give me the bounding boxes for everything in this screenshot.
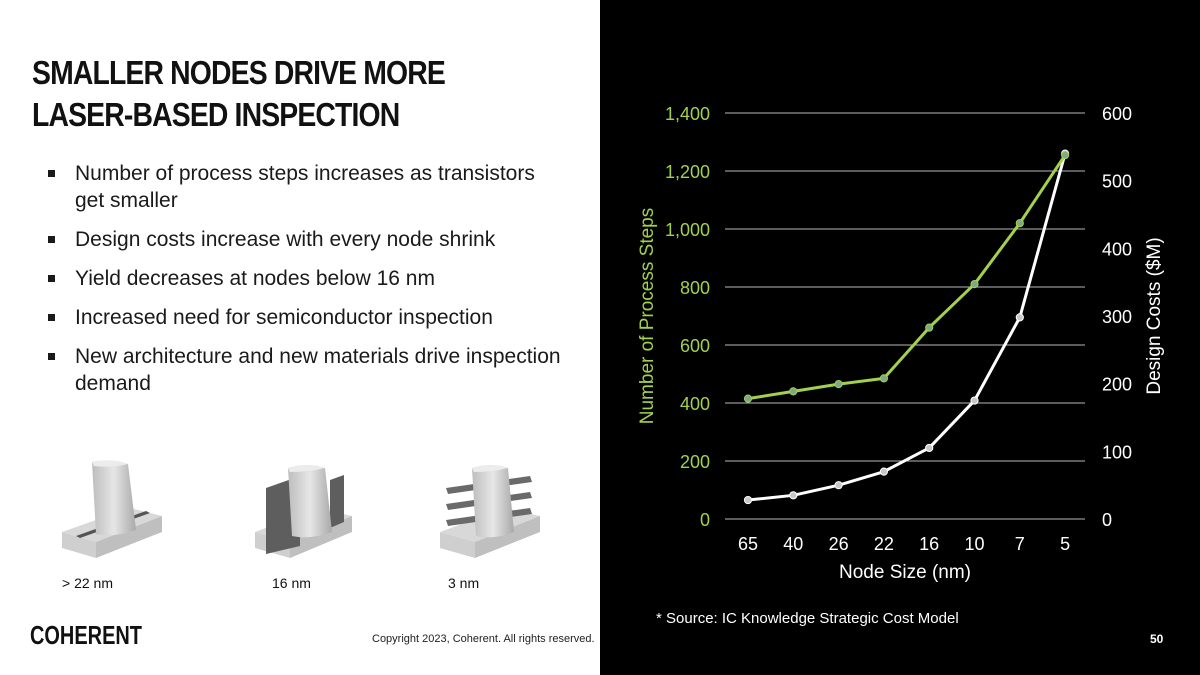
design-costs-point	[970, 396, 979, 405]
bullet-item: Increased need for semiconductor inspect…	[48, 304, 568, 331]
bullet-item: Design costs increase with every node sh…	[48, 226, 568, 253]
right-axis: 0 100 200 300 400 500 600	[1102, 104, 1132, 530]
right-tick-label: 500	[1102, 172, 1132, 192]
bullet-text: Increased need for semiconductor inspect…	[75, 306, 493, 329]
y-axis-label-right: Design Costs ($M)	[1144, 237, 1165, 394]
left-tick-label: 200	[680, 452, 710, 472]
process-steps-point	[743, 394, 753, 403]
x-axis-label: Node Size (nm)	[839, 562, 971, 583]
right-tick-label: 200	[1102, 375, 1132, 395]
process-steps-point	[789, 387, 798, 396]
x-tick-label: 22	[874, 534, 894, 554]
bullet-item: New architecture and new materials drive…	[48, 343, 568, 397]
design-costs-line	[747, 153, 1067, 502]
right-tick-label: 400	[1102, 239, 1132, 259]
device-label-gaa: 3 nm	[448, 575, 480, 591]
chart-gridlines	[725, 112, 1085, 520]
bullet-text: Number of process steps increases as tra…	[75, 162, 535, 212]
x-tick-label: 40	[783, 534, 803, 554]
process-steps-line	[747, 154, 1067, 401]
coherent-logo: COHERENT	[30, 621, 142, 647]
process-steps-point	[970, 280, 979, 289]
left-tick-label: 1,000	[665, 220, 710, 240]
bullet-text: Design costs increase with every node sh…	[75, 228, 496, 251]
svg-text:COHERENT: COHERENT	[30, 621, 142, 647]
copyright-text: Copyright 2023, Coherent. All rights res…	[372, 633, 595, 645]
page-number: 50	[1150, 632, 1164, 646]
left-panel	[0, 0, 600, 675]
x-tick-label: 65	[738, 534, 758, 554]
bullet-text: Yield decreases at nodes below 16 nm	[75, 267, 435, 290]
design-costs-point	[834, 481, 843, 490]
design-costs-point	[789, 491, 798, 500]
source-note: * Source: IC Knowledge Strategic Cost Mo…	[656, 610, 959, 627]
design-costs-point	[743, 495, 753, 505]
x-tick-label: 7	[1015, 534, 1025, 554]
slide-title: SMALLER NODES DRIVE MORE LASER-BASED INS…	[32, 52, 514, 136]
y-axis-label-left: Number of Process Steps	[637, 208, 658, 424]
process-steps-point	[1015, 219, 1024, 228]
left-tick-label: 400	[680, 394, 710, 414]
design-costs-point	[925, 443, 934, 453]
left-tick-label: 800	[680, 278, 710, 298]
right-tick-label: 100	[1102, 442, 1132, 462]
title-line-2: LASER-BASED INSPECTION	[32, 96, 400, 133]
transistor-illustrations	[62, 460, 540, 558]
x-tick-label: 5	[1060, 534, 1070, 554]
right-tick-label: 300	[1102, 307, 1132, 327]
left-tick-label: 1,400	[665, 104, 710, 124]
process-steps-point	[879, 374, 889, 383]
left-tick-label: 1,200	[665, 162, 710, 182]
device-label-finfet: 16 nm	[272, 575, 311, 591]
left-tick-label: 0	[700, 510, 710, 530]
design-costs-point	[1015, 313, 1024, 322]
bullet-item: Number of process steps increases as tra…	[48, 160, 568, 214]
x-axis: 65 40 26 22 16 10 7 5	[738, 534, 1070, 554]
right-tick-label: 600	[1102, 104, 1132, 124]
x-tick-label: 10	[964, 534, 984, 554]
bullet-list: Number of process steps increases as tra…	[48, 160, 568, 409]
left-axis: 0 200 400 600 800 1,000 1,200 1,400	[665, 104, 710, 530]
right-tick-label: 0	[1102, 510, 1112, 530]
planar-transistor-icon	[62, 460, 162, 558]
process-steps-point	[925, 323, 934, 332]
dual-axis-line-chart: 0 200 400 600 800 1,000 1,200 1,400 0 100 200 300 4…	[637, 104, 1165, 583]
left-tick-label: 600	[680, 336, 710, 356]
bullet-item: Yield decreases at nodes below 16 nm	[48, 265, 568, 292]
x-tick-label: 26	[829, 534, 849, 554]
series-layer	[743, 149, 1070, 505]
finfet-transistor-icon	[255, 465, 352, 558]
process-steps-point	[834, 380, 843, 389]
design-costs-point	[879, 467, 889, 476]
title-line-1: SMALLER NODES DRIVE MORE	[32, 54, 446, 91]
device-label-planar: > 22 nm	[62, 575, 113, 591]
bullet-text: New architecture and new materials drive…	[75, 345, 561, 395]
x-tick-label: 16	[919, 534, 939, 554]
gaa-transistor-icon	[440, 465, 540, 558]
process-steps-point	[1061, 150, 1070, 160]
